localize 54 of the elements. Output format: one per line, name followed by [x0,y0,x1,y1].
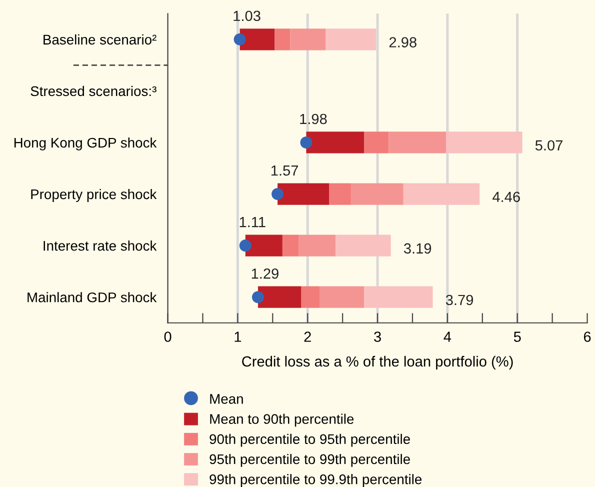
bar [290,28,326,50]
point [234,33,246,46]
bar [298,234,336,256]
y-tick-label: Hong Kong GDP shock [14,137,157,150]
y-tick-label: Mainland GDP shock [28,292,157,302]
bar [388,132,446,154]
bar [258,286,302,308]
annotation: 5.07 [535,140,562,151]
point [300,136,312,148]
data-label: 1.29 [252,268,278,279]
y-tick-label: Stressed scenarios:³ [30,86,156,96]
bar [446,132,522,154]
bar [282,234,299,256]
bar [403,183,480,205]
x-tick-label: 5 [514,332,521,342]
annotation: 3.79 [446,294,474,306]
bar [278,183,330,205]
bar [240,28,275,50]
annotation: 3.19 [404,243,432,254]
legend-label: 95th percentile to 99th percentile [210,454,410,467]
y-tick-label: Interest rate shock [44,240,157,251]
bar [245,234,282,256]
y-tick-label: Baseline scenario² [44,34,156,45]
legend-label: 90th percentile to 95th percentile [210,434,410,447]
bar [364,286,433,308]
x-tick-label: 2 [304,332,311,342]
annotation: 2.98 [389,37,416,48]
point [252,291,264,304]
bar [326,28,376,50]
x-tick-label: 6 [584,332,591,342]
x-tick-label: 3 [374,332,381,342]
legend-label: Mean to 90th percentile [210,414,354,427]
bar [364,132,389,154]
bar [329,183,351,205]
legend-label: 99th percentile to 99.9th percentile [210,474,422,487]
x-tick-label: 1 [234,332,242,342]
bar [336,234,391,256]
point [239,240,252,252]
bar [320,286,364,308]
legend-label: Mean [210,394,243,404]
data-label: 1.98 [300,114,327,124]
bar [301,286,320,308]
annotation: 4.46 [492,192,520,202]
bar [306,132,364,154]
x-tick-label: 0 [164,332,172,342]
data-label: 1.57 [271,166,298,176]
bar [350,183,404,205]
x-tick-label: 4 [444,332,452,342]
data-label: 1.11 [240,217,266,228]
x-axis-title: Credit loss as a % of the loan portfolio (%) [242,356,513,370]
point [272,188,284,200]
bar [274,28,290,50]
data-label: 1.03 [234,10,260,22]
y-tick-label: Property price shock [31,188,157,202]
